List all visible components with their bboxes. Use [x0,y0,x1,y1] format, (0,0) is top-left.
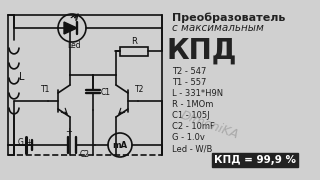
Text: C1: C1 [101,88,111,97]
Text: C2: C2 [80,150,90,159]
Text: T2 - 547: T2 - 547 [172,67,206,76]
Text: C1 - 105J: C1 - 105J [172,111,210,120]
Text: L: L [19,72,25,82]
Text: T1 - 557: T1 - 557 [172,78,206,87]
Text: КПД: КПД [167,37,237,65]
Text: +: + [66,127,72,136]
Text: DimoniKA: DimoniKA [179,109,241,141]
Text: L - 331*H9N: L - 331*H9N [172,89,223,98]
Text: G +: G + [18,138,33,147]
Polygon shape [64,22,77,34]
Text: G - 1.0v: G - 1.0v [172,133,205,142]
Text: R - 1МОm: R - 1МОm [172,100,213,109]
Text: Преобразователь: Преобразователь [172,12,285,22]
Text: mA: mA [112,141,128,150]
Text: C2 - 10mF: C2 - 10mF [172,122,215,131]
Text: с максимальным: с максимальным [172,23,264,33]
Text: КПД = 99,9 %: КПД = 99,9 % [214,155,296,165]
Text: Led: Led [67,41,81,50]
Text: T1: T1 [41,85,51,94]
Text: Led - W/B: Led - W/B [172,144,212,153]
Text: R: R [131,37,137,46]
Text: T2: T2 [135,85,145,94]
Bar [120,47,148,56]
